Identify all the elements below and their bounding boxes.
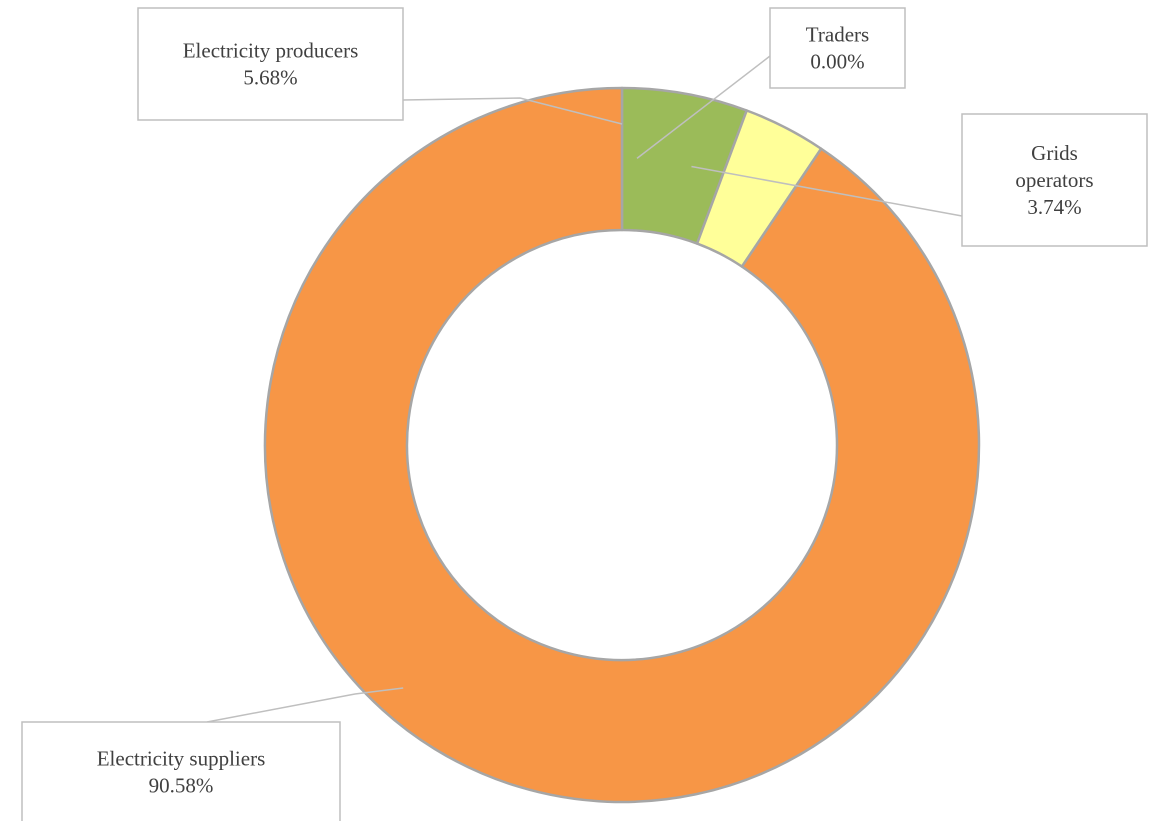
leader-line-electricity-suppliers (206, 687, 404, 723)
data-label-box-electricity-producers (137, 7, 404, 121)
data-label-category-electricity-suppliers: Electricity suppliers (97, 747, 266, 771)
slice-electricity-suppliers (263, 86, 981, 804)
data-label-box-grids-operators (961, 113, 1148, 247)
data-label-category-traders: Traders (806, 23, 869, 47)
data-labels-layer: Electricity producers 5.68% Grids operators… (21, 7, 1148, 823)
data-label-value-electricity-producers: 5.68% (243, 66, 297, 90)
slices-layer (263, 86, 981, 804)
leader-line-traders (636, 55, 771, 159)
data-label-category-electricity-producers: Electricity producers (183, 39, 359, 63)
data-label-value-electricity-suppliers: 90.58% (149, 774, 214, 798)
data-label-value-traders: 0.00% (810, 50, 864, 74)
data-label-category-grids-operators: Grids operators (1015, 141, 1093, 192)
leader-line-grids-operators (691, 165, 963, 217)
leader-lines-layer (206, 55, 963, 723)
data-label-box-traders (769, 7, 906, 89)
leader-line-electricity-producers (402, 97, 623, 125)
data-label-value-grids-operators: 3.74% (1027, 195, 1081, 219)
data-label-box-electricity-suppliers (21, 721, 341, 823)
